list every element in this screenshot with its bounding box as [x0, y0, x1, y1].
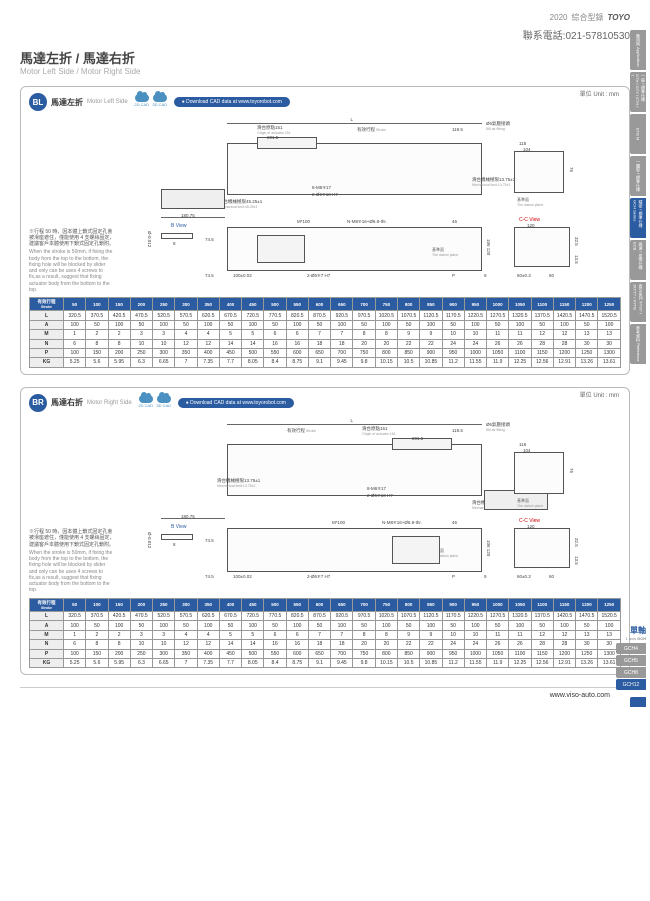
contact-phone: 聯系電話:021-57810530	[20, 27, 630, 42]
cc-section	[514, 227, 570, 267]
model-tab[interactable]: GCH12	[616, 679, 646, 690]
side-tab[interactable]: ETB M	[630, 114, 646, 154]
end-view	[514, 452, 564, 494]
side-tabs: 應用例 Application 一般 / 標準仕様 GTH / GTY / ETH…	[630, 30, 646, 364]
side-tab[interactable]: 高速 / 皮帶仕様 ECB	[630, 240, 646, 280]
footer-bar	[630, 697, 646, 707]
section-badge: BL	[29, 93, 47, 111]
side-tab[interactable]: 精密 / 標準仕様 GCH Series	[630, 198, 646, 238]
cad-2d-icon: 2D CAD	[134, 94, 150, 110]
spec-table: 有效行程Stroke501001502002503003504004505005…	[29, 297, 621, 368]
brand-logo: TOYO	[607, 13, 630, 22]
side-tab[interactable]: 直交系列 XYG7 / JXYT7 / XYTB	[630, 282, 646, 322]
header-year: 2020	[550, 13, 568, 22]
cc-section	[514, 528, 570, 568]
note-column: ※行程 50 時，因本體上鎖式固定孔會被滑座遮住，僅能使用 4 支螺絲固定，建議…	[29, 117, 119, 297]
series-sub: 1 axis GCH	[626, 636, 646, 641]
download-link[interactable]: ● Download CAD data at www.toyorobot.com	[174, 97, 290, 107]
side-tab[interactable]: 應用例 Application	[630, 30, 646, 70]
page-subtitle: Motor Left Side / Motor Right Side	[20, 67, 630, 76]
section-title: 馬達左折	[51, 97, 83, 108]
model-tab[interactable]: GCH5	[616, 655, 646, 666]
cad-3d-icon: 3D CAD	[156, 395, 172, 411]
unit-label: 單位 Unit : mm	[580, 89, 619, 98]
section-title: 馬達右折	[51, 397, 83, 408]
section-BL: 單位 Unit : mm BL 馬達左折 Motor Left Side 2D …	[20, 86, 630, 375]
side-tab[interactable]: 一體型 / 標準仕様	[630, 156, 646, 196]
page-title: 馬達左折 / 馬達右折	[20, 48, 630, 67]
note-column: ※行程 50 時，因本體上鎖式固定孔會被滑座遮住，僅能使用 4 支螺絲固定，建議…	[29, 418, 119, 598]
b-view	[161, 233, 193, 239]
spec-table: 有效行程Stroke501001502002503003504004505005…	[29, 598, 621, 669]
side-tab[interactable]: 參考資料 Reference	[630, 324, 646, 364]
model-tab[interactable]: GCH4	[616, 643, 646, 654]
section-subtitle: Motor Right Side	[87, 400, 132, 406]
b-view	[161, 534, 193, 540]
download-link[interactable]: ● Download CAD data at www.toyorobot.com	[178, 398, 294, 408]
section-subtitle: Motor Left Side	[87, 99, 128, 105]
page-header: 2020 綜合型錄 TOYO	[20, 12, 630, 23]
header-title: 綜合型錄	[571, 12, 603, 23]
technical-diagram: L 滑台原點151Origin of actuator:151 有效行程 Str…	[119, 418, 621, 598]
footer-url: www.viso-auto.com	[20, 687, 630, 699]
series-main: 單軸	[630, 625, 646, 636]
technical-diagram: L 滑台原點151Origin of actuator:151 有效行程 Str…	[119, 117, 621, 297]
bottom-tabs: 單軸 1 axis GCH GCH4GCH5GCH8GCH12	[616, 625, 646, 691]
actuator-side-view	[227, 444, 482, 496]
cad-2d-icon: 2D CAD	[138, 395, 154, 411]
cad-3d-icon: 3D CAD	[152, 94, 168, 110]
actuator-side-view	[227, 143, 482, 195]
unit-label: 單位 Unit : mm	[580, 390, 619, 399]
section-badge: BR	[29, 394, 47, 412]
section-BR: 單位 Unit : mm BR 馬達右折 Motor Right Side 2D…	[20, 387, 630, 676]
side-tab[interactable]: 一般 / 標準仕様 GTH / GTY / ETH / T	[630, 72, 646, 112]
motor-block	[161, 189, 225, 209]
end-view	[514, 151, 564, 193]
model-tab[interactable]: GCH8	[616, 667, 646, 678]
